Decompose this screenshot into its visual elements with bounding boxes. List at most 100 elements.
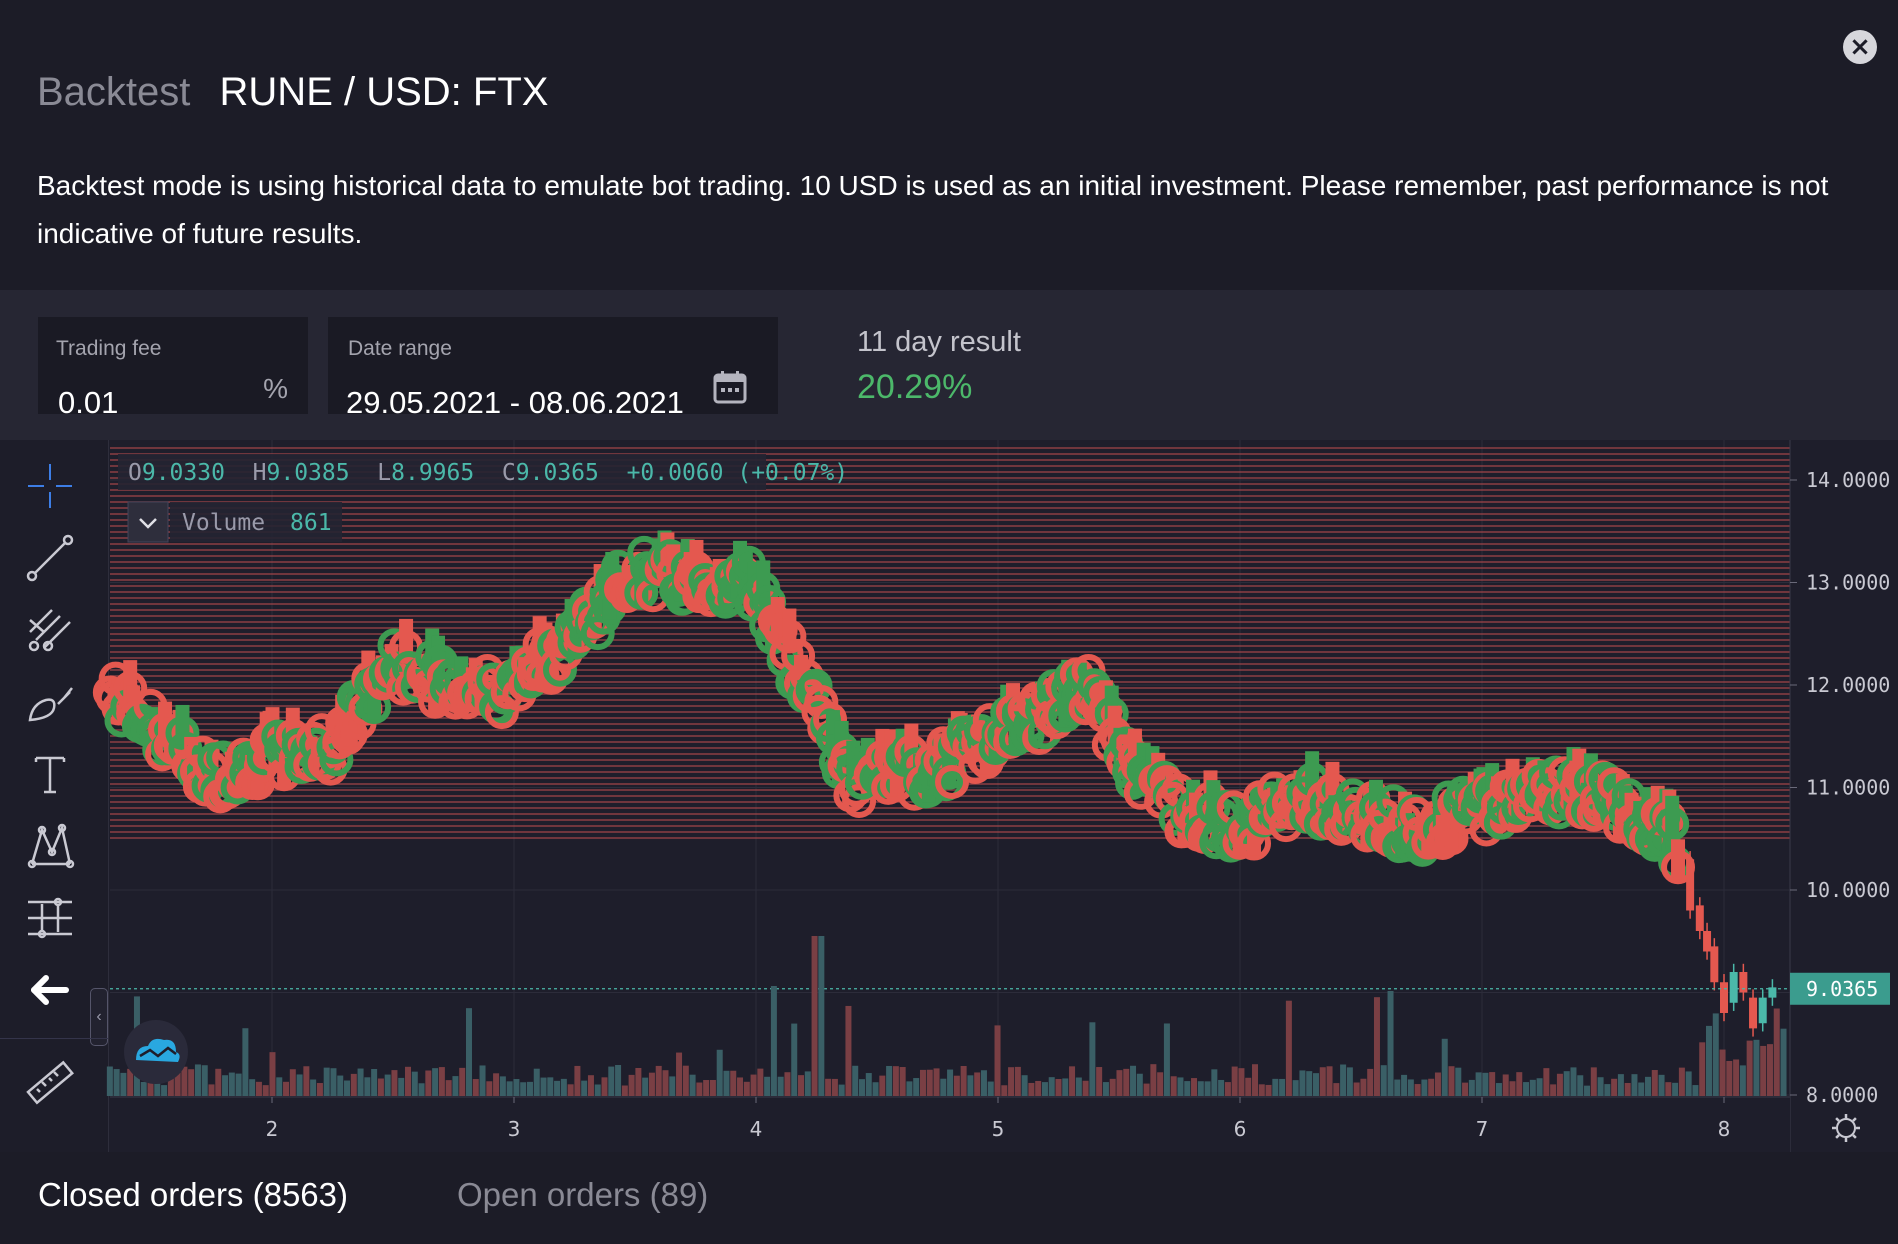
date-range-field[interactable]: Date range 29.05.2021 - 08.06.2021 xyxy=(328,317,778,420)
volume-bar xyxy=(879,1075,886,1096)
prediction-icon[interactable] xyxy=(22,890,78,946)
volume-bar xyxy=(1631,1074,1638,1096)
tradingview-logo-icon[interactable] xyxy=(124,1020,188,1084)
volume-bar xyxy=(384,1074,391,1096)
volume-bar xyxy=(1028,1082,1035,1096)
ruler-icon[interactable] xyxy=(22,1056,78,1112)
backtest-controls: Trading fee 0.01 % Date range 29.05.2021… xyxy=(0,290,1898,440)
volume-bar xyxy=(1766,1044,1773,1096)
ohlc-legend-background xyxy=(118,454,766,490)
volume-bar xyxy=(587,1075,594,1096)
calendar-icon[interactable] xyxy=(712,369,748,405)
volume-bar xyxy=(1401,1074,1408,1096)
volume-legend-background xyxy=(170,502,342,542)
time-tick-label: 4 xyxy=(750,1117,763,1141)
volume-bar xyxy=(269,1052,276,1096)
volume-bar xyxy=(960,1066,967,1096)
volume-bar xyxy=(1509,1081,1516,1096)
candle-body xyxy=(399,618,414,659)
volume-bar xyxy=(1312,1073,1319,1096)
date-range-value[interactable]: 29.05.2021 - 08.06.2021 xyxy=(346,385,684,420)
backtest-description: Backtest mode is using historical data t… xyxy=(37,170,1829,249)
volume-bar xyxy=(1218,1079,1225,1096)
trading-fee-field[interactable]: Trading fee 0.01 % xyxy=(38,317,308,420)
volume-bar xyxy=(1645,1076,1652,1096)
volume-bar xyxy=(1143,1083,1150,1096)
volume-bar xyxy=(1699,1042,1706,1096)
candlestick-chart[interactable]: 14.000013.000012.000011.000010.00009.000… xyxy=(0,440,1898,1152)
volume-bar xyxy=(540,1077,547,1096)
pattern-icon[interactable] xyxy=(22,818,78,874)
candle-body xyxy=(1720,982,1728,1013)
close-icon[interactable]: × xyxy=(1843,30,1877,64)
candle-body xyxy=(1686,859,1695,911)
volume-bar xyxy=(974,1072,981,1096)
volume-bar xyxy=(933,1068,940,1096)
volume-bar xyxy=(1285,1000,1292,1096)
volume-bar xyxy=(845,1005,852,1096)
volume-bar xyxy=(757,1068,764,1096)
back-arrow-icon[interactable] xyxy=(22,962,78,1018)
volume-bar xyxy=(459,1067,466,1096)
volume-bar xyxy=(1258,1084,1265,1096)
last-price-label: 9.0365 xyxy=(1806,977,1878,1001)
volume-bar xyxy=(1136,1073,1143,1096)
volume-bar xyxy=(980,1070,987,1096)
volume-bar xyxy=(811,936,818,1096)
tab-closed-orders[interactable]: Closed orders (8563) xyxy=(38,1176,348,1213)
volume-bar xyxy=(791,1023,798,1096)
volume-bar xyxy=(283,1081,290,1096)
volume-bar xyxy=(1109,1078,1116,1096)
volume-bar xyxy=(642,1077,649,1096)
trading-fee-value[interactable]: 0.01 xyxy=(58,385,119,420)
volume-bar xyxy=(689,1074,696,1096)
volume-bar xyxy=(296,1074,303,1096)
volume-bar xyxy=(154,1079,161,1096)
volume-bar xyxy=(906,1081,913,1096)
volume-bar xyxy=(865,1073,872,1096)
volume-bar xyxy=(872,1082,879,1096)
text-icon[interactable] xyxy=(22,746,78,802)
volume-bar xyxy=(255,1081,262,1096)
crosshair-icon[interactable] xyxy=(22,458,78,514)
volume-bar xyxy=(452,1076,459,1096)
volume-bar xyxy=(1726,1060,1733,1096)
volume-bar xyxy=(1116,1070,1123,1096)
tab-open-orders[interactable]: Open orders (89) xyxy=(457,1176,709,1213)
trend-line-icon[interactable] xyxy=(22,530,78,586)
volume-bar xyxy=(1380,1065,1387,1096)
volume-bar xyxy=(1014,1066,1021,1096)
collapse-toolbar-button[interactable]: ‹ xyxy=(90,988,108,1046)
volume-bar xyxy=(337,1075,344,1096)
volume-bar xyxy=(438,1067,445,1096)
time-tick-label: 5 xyxy=(992,1117,1005,1141)
volume-label: Volume xyxy=(182,510,265,536)
volume-bar xyxy=(581,1080,588,1096)
volume-bar xyxy=(1428,1078,1435,1096)
candle-body xyxy=(1325,761,1340,802)
price-tick-label: 12.0000 xyxy=(1806,673,1890,697)
volume-bar xyxy=(1197,1081,1204,1096)
result-label: 11 day result xyxy=(857,326,1021,358)
volume-bar xyxy=(1387,991,1394,1096)
volume-bar xyxy=(554,1080,561,1096)
volume-bar xyxy=(1719,1049,1726,1096)
volume-bar xyxy=(940,1078,947,1096)
volume-bar xyxy=(1075,1077,1082,1096)
volume-bar xyxy=(947,1069,954,1096)
volume-bar xyxy=(1184,1081,1191,1096)
volume-bar xyxy=(289,1069,296,1096)
volume-bar xyxy=(486,1081,493,1096)
pitchfork-icon[interactable] xyxy=(22,602,78,658)
settings-icon[interactable] xyxy=(1832,1114,1860,1142)
volume-bar xyxy=(1001,1085,1008,1096)
volume-bar xyxy=(1638,1082,1645,1096)
brush-icon[interactable] xyxy=(22,674,78,730)
volume-bar xyxy=(1333,1083,1340,1096)
volume-bar xyxy=(547,1077,554,1096)
price-chart: ‹ 14.0000 13.0000 12.0000 11.0000 10.0000 9.0… xyxy=(0,440,1898,1152)
candle-body xyxy=(1305,751,1320,792)
volume-bar xyxy=(1048,1077,1055,1096)
volume-bar xyxy=(886,1065,893,1096)
volume-bar xyxy=(520,1082,527,1096)
